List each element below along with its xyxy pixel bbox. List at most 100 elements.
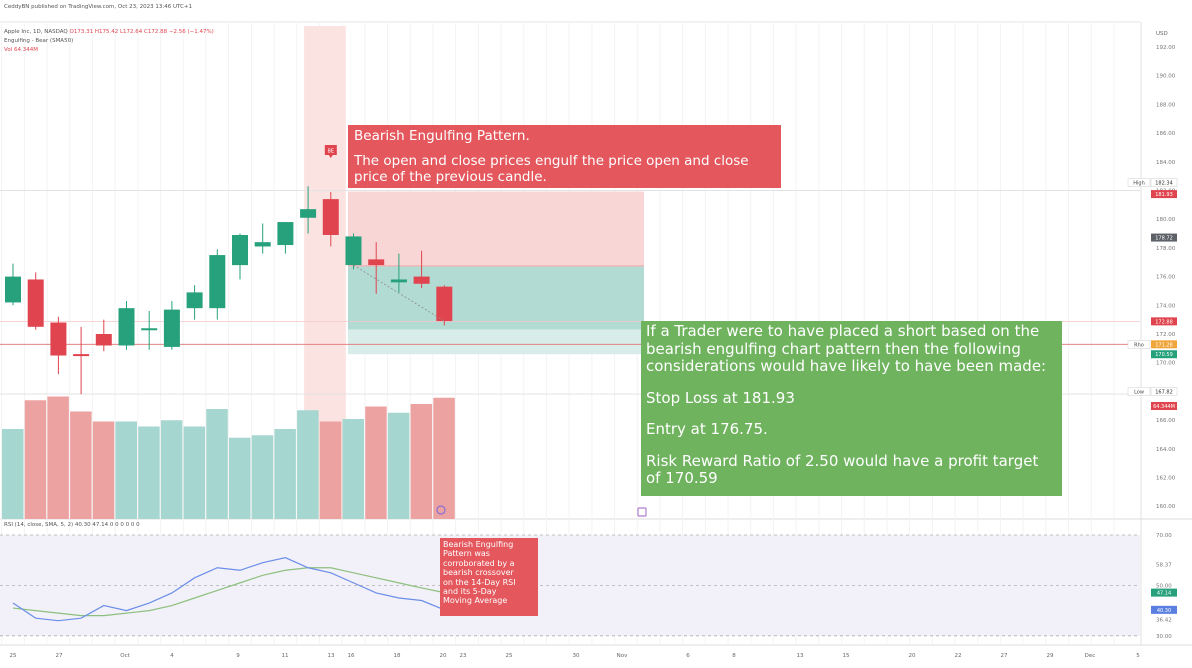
time-tick-label: 25 bbox=[10, 653, 17, 659]
time-tick-label: 6 bbox=[686, 653, 690, 659]
volume-bar bbox=[433, 397, 455, 519]
price-badge bbox=[1150, 178, 1178, 187]
price-badge bbox=[1151, 402, 1177, 410]
time-tick-label: 30 bbox=[573, 653, 580, 659]
time-tick-label: 20 bbox=[909, 653, 916, 659]
volume-bar bbox=[206, 409, 228, 519]
bearish-engulfing-note: Bearish Engulfing Pattern. The open and … bbox=[348, 125, 781, 188]
profit-zone bbox=[348, 265, 644, 330]
candle-body bbox=[368, 259, 385, 266]
time-tick-label: 13 bbox=[328, 653, 335, 659]
volume-bar bbox=[138, 426, 160, 519]
candle-body bbox=[209, 255, 226, 309]
candle-body bbox=[141, 328, 158, 331]
candle-body bbox=[118, 308, 135, 346]
candle-body bbox=[95, 334, 112, 346]
price-tick-label: 190.00 bbox=[1156, 74, 1176, 80]
price-tick-label: 184.00 bbox=[1156, 160, 1176, 166]
event-marker-icon bbox=[436, 505, 446, 515]
volume-label: Vol 64.344M bbox=[4, 47, 38, 53]
price-tick-label: 166.00 bbox=[1156, 418, 1176, 424]
time-tick-label: 20 bbox=[440, 653, 447, 659]
rsi-tick-label: 58.37 bbox=[1156, 562, 1172, 568]
engulfing-marker-label: BE bbox=[328, 149, 335, 155]
indicator-label: Engulfing - Bear (SMA50) bbox=[4, 38, 74, 44]
price-badge bbox=[1151, 317, 1177, 326]
price-tick-label: 160.00 bbox=[1156, 504, 1176, 510]
volume-bar bbox=[319, 421, 342, 519]
rsi-badge bbox=[1151, 588, 1177, 597]
time-tick-label: 25 bbox=[506, 653, 513, 659]
rsi-badge-value: 40.30 bbox=[1157, 608, 1171, 614]
candle-body bbox=[5, 276, 21, 303]
stop-loss-zone bbox=[348, 191, 644, 266]
engulfing-marker bbox=[324, 145, 337, 158]
rsi-tick-label: 70.00 bbox=[1156, 533, 1172, 539]
volume-bar bbox=[387, 412, 410, 519]
time-tick-label: 8 bbox=[732, 653, 736, 659]
trade-plan-note: If a Trader were to have placed a short … bbox=[641, 321, 1062, 496]
axis-currency: USD bbox=[1156, 31, 1168, 37]
bearish-note-body: The open and close prices engulf the pri… bbox=[354, 153, 749, 185]
stop-loss-text: Stop Loss at 181.93 bbox=[646, 388, 795, 407]
ohlc-values: O173.31 H175.42 L172.64 C172.88 −2.56 (−… bbox=[69, 29, 214, 35]
time-tick-label: Dec bbox=[1085, 653, 1096, 659]
volume-bar bbox=[2, 429, 24, 519]
price-badge bbox=[1151, 340, 1177, 349]
rsi-badge bbox=[1151, 605, 1177, 614]
volume-bar bbox=[92, 421, 115, 519]
volume-bar bbox=[251, 435, 274, 519]
rsi-note: Bearish Engulfing Pattern was corroborat… bbox=[440, 538, 538, 616]
profit-target-text: Risk Reward Ratio of 2.50 would have a p… bbox=[646, 451, 1039, 487]
published-caption: CeddyBN published on TradingView.com, Oc… bbox=[4, 4, 193, 10]
time-tick-label: 27 bbox=[56, 653, 63, 659]
price-tick-label: 176.00 bbox=[1156, 275, 1176, 281]
price-tick-label: 188.00 bbox=[1156, 102, 1176, 108]
badge-label: High bbox=[1133, 181, 1145, 187]
price-badge-value: 181.93 bbox=[1155, 192, 1173, 198]
volume-bar bbox=[24, 400, 47, 519]
entry-text: Entry at 176.75. bbox=[646, 420, 768, 438]
rsi-badge-value: 47.14 bbox=[1157, 591, 1171, 597]
rsi-tick-label: 50.00 bbox=[1156, 583, 1172, 589]
candle-body bbox=[163, 309, 180, 347]
time-tick-label: 4 bbox=[170, 653, 174, 659]
volume-bar bbox=[297, 410, 319, 519]
candle-body bbox=[345, 236, 362, 266]
price-badge-value: 171.28 bbox=[1155, 342, 1173, 348]
badge-label-box bbox=[1127, 178, 1151, 187]
candle-body bbox=[277, 222, 294, 246]
time-tick-label: 27 bbox=[1001, 653, 1008, 659]
volume-bar bbox=[410, 404, 433, 519]
rsi-note-text: Bearish Engulfing Pattern was corroborat… bbox=[443, 540, 516, 606]
price-tick-label: 174.00 bbox=[1156, 303, 1176, 309]
price-tick-label: 192.00 bbox=[1156, 45, 1176, 51]
price-badge bbox=[1151, 233, 1177, 242]
volume-bar bbox=[365, 406, 387, 519]
candle-body bbox=[232, 234, 248, 266]
event-square-icon bbox=[637, 507, 647, 517]
time-tick-label: 9 bbox=[236, 653, 240, 659]
candle-body bbox=[390, 279, 407, 283]
badge-label: Rho bbox=[1134, 342, 1144, 348]
price-badge-value: 167.82 bbox=[1155, 389, 1173, 395]
bearish-note-title: Bearish Engulfing Pattern. bbox=[354, 128, 530, 144]
rsi-tick-label: 36.42 bbox=[1156, 618, 1172, 624]
badge-label-box bbox=[1127, 387, 1151, 396]
time-tick-label: 13 bbox=[797, 653, 804, 659]
volume-bar bbox=[274, 429, 296, 519]
volume-bar bbox=[342, 419, 364, 519]
price-badge-value: 172.88 bbox=[1155, 319, 1173, 325]
volume-bar bbox=[229, 437, 251, 519]
time-tick-label: 22 bbox=[955, 653, 962, 659]
price-tick-label: 172.00 bbox=[1156, 332, 1176, 338]
price-badge-value: 170.59 bbox=[1155, 352, 1173, 358]
price-tick-label: 186.00 bbox=[1156, 131, 1176, 137]
badge-label-box bbox=[1127, 340, 1151, 349]
trade-guide-line bbox=[353, 264, 445, 322]
volume-bar bbox=[47, 396, 69, 519]
price-tick-label: 180.00 bbox=[1156, 217, 1176, 223]
symbol-name: Apple Inc, 1D, NASDAQ bbox=[4, 29, 68, 35]
volume-bar bbox=[183, 426, 206, 519]
